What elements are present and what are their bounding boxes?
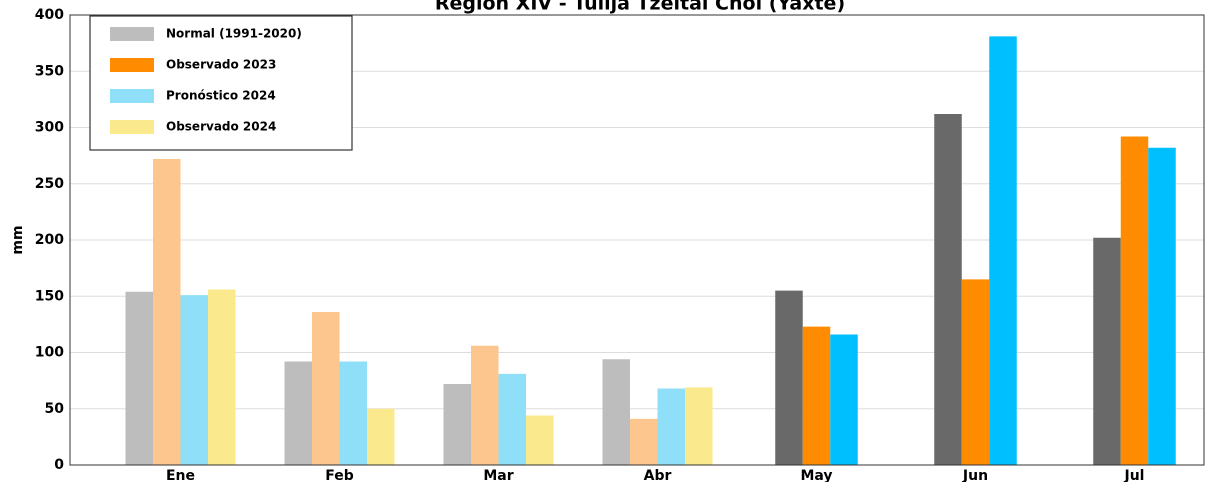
x-tick-label: Jul — [1124, 468, 1145, 482]
legend-label: Pronóstico 2024 — [166, 89, 276, 103]
legend-label: Observado 2023 — [166, 58, 276, 72]
y-tick-label: 100 — [35, 345, 64, 361]
y-tick-label: 200 — [35, 232, 64, 248]
bar — [367, 408, 395, 465]
bar — [312, 312, 340, 465]
legend-swatch — [110, 27, 154, 41]
x-tick-label: Feb — [325, 468, 354, 482]
bar — [1120, 136, 1149, 465]
x-tick-label: Jun — [962, 468, 988, 482]
y-tick-label: 350 — [35, 63, 64, 79]
bar — [830, 334, 858, 465]
bar — [180, 295, 208, 465]
y-tick-label: 0 — [54, 457, 64, 473]
bar — [471, 345, 499, 465]
bar — [775, 290, 803, 465]
bar — [685, 387, 713, 465]
bar — [802, 326, 831, 465]
bar — [339, 361, 367, 465]
bar — [630, 418, 658, 465]
x-tick-label: Abr — [644, 468, 672, 482]
bar — [961, 279, 990, 465]
bar — [125, 291, 153, 465]
chart-title: Región XIV - Tulijá Tzeltal Chol (Yaxté) — [435, 0, 845, 15]
bar — [526, 415, 554, 465]
x-tick-label: May — [800, 468, 832, 482]
bar — [934, 114, 962, 465]
bar — [1148, 147, 1176, 465]
y-tick-label: 300 — [35, 120, 64, 136]
x-tick-label: Ene — [166, 468, 195, 482]
bar — [657, 388, 685, 465]
bar — [208, 289, 236, 465]
bar — [1093, 237, 1121, 465]
legend-label: Observado 2024 — [166, 120, 276, 134]
plot-frame — [69, 14, 1205, 466]
y-tick-label: 150 — [35, 288, 64, 304]
y-tick-label: 50 — [45, 401, 65, 417]
legend-swatch — [110, 58, 154, 72]
bar — [443, 384, 471, 465]
bar — [153, 159, 181, 465]
legend-swatch — [110, 89, 154, 103]
bar — [989, 36, 1017, 465]
bar — [284, 361, 312, 465]
x-tick-label: Mar — [483, 468, 513, 482]
y-axis-label: mm — [10, 225, 26, 254]
bar — [602, 359, 630, 465]
legend-swatch — [110, 120, 154, 134]
legend-label: Normal (1991-2020) — [166, 27, 302, 41]
bar — [498, 373, 526, 465]
y-tick-label: 400 — [35, 7, 64, 23]
y-tick-label: 250 — [35, 176, 64, 192]
